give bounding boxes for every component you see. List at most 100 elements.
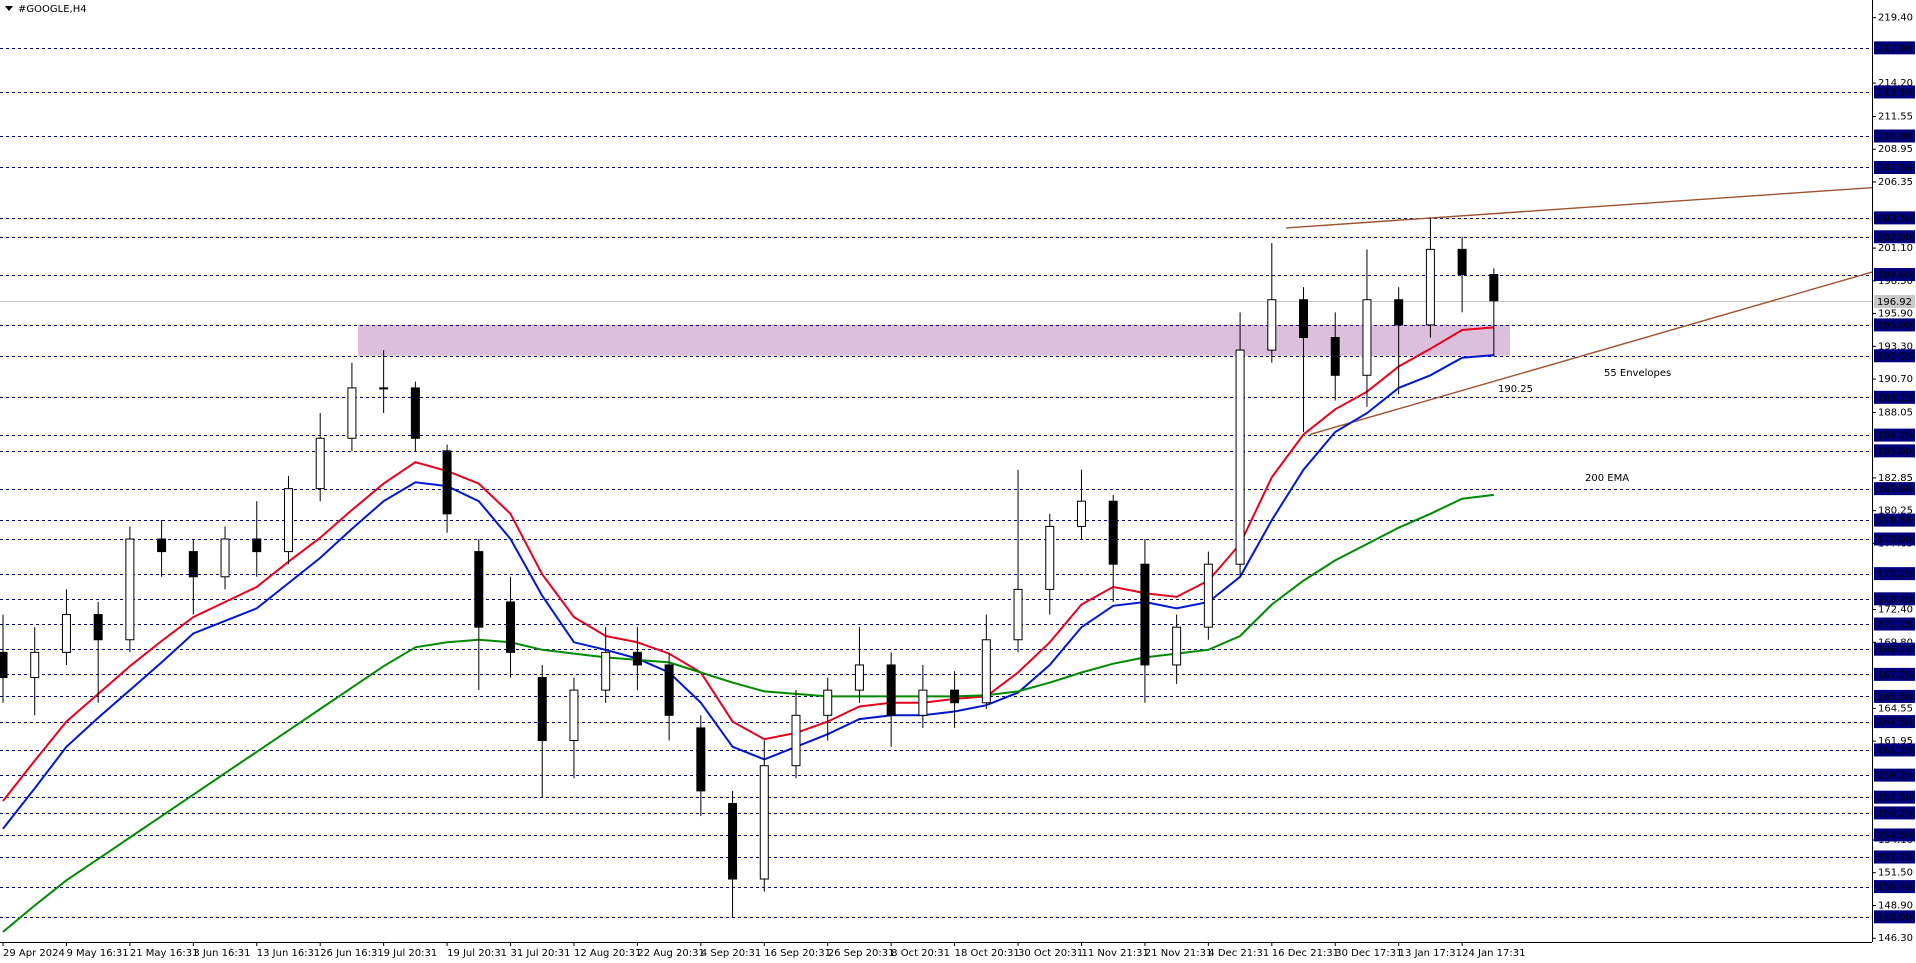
price-label-box [1874,295,1915,308]
y-tick-label: 146.30 [1878,933,1913,944]
candle-body [632,651,642,666]
supply-zone [358,324,1510,356]
level-label: 207.50 [1877,163,1912,174]
x-tick-label: 21 Nov 21:31 [1145,948,1212,959]
candle-body [506,601,516,653]
x-tick-label: 4 Sep 20:31 [701,948,761,959]
level-label-box [1874,318,1915,332]
y-tick-label: 188.05 [1878,407,1913,418]
y-tick-label: 164.55 [1878,703,1913,714]
x-tick-label: 31 Jul 20:31 [511,948,571,959]
annotation: 190.25 [1498,384,1533,395]
candle-body [347,387,357,439]
x-tick-label: 26 Jun 16:31 [320,948,384,959]
x-tick-label: 21 May 16:31 [130,948,199,959]
level-label-box [1874,513,1915,527]
level-label-box [1874,444,1915,458]
trendline [1285,186,1873,229]
price-label: 196.92 [1877,297,1912,308]
candle-body [886,664,896,716]
candle-body [918,689,928,716]
x-tick-label: 18 Oct 20:31 [955,948,1020,959]
level-label-box [1874,41,1915,55]
y-tick-label: 201.10 [1878,243,1913,254]
candle-body [823,689,833,716]
level-label-box [1874,160,1915,174]
x-tick-label: 30 Oct 20:31 [1018,948,1083,959]
level-label: 175.25 [1877,569,1912,580]
level-label: 165.50 [1877,692,1912,703]
level-label: 186.25 [1877,431,1912,442]
level-label-box [1874,567,1915,581]
candle-body [1076,500,1086,527]
level-label-box [1874,390,1915,404]
candle-body [252,538,262,553]
level-label: 210.00 [1877,132,1912,143]
level-label: 178.00 [1877,535,1912,546]
level-label-box [1874,806,1915,820]
candle-body [474,551,484,628]
candle-body [30,651,40,679]
x-tick-label: 8 Oct 20:31 [891,948,950,959]
level-label-box [1874,482,1915,496]
candle-body [950,689,960,704]
level-label-box [1874,592,1915,606]
level-label: 171.25 [1877,620,1912,631]
level-label: 154.50 [1877,830,1912,841]
level-label: 189.25 [1877,393,1912,404]
level-label-box [1874,230,1915,244]
y-tick-label: 193.30 [1878,341,1913,352]
candle-body [1235,349,1245,565]
x-tick-label: 12 Aug 20:31 [574,948,641,959]
y-tick-label: 172.40 [1878,605,1913,616]
y-tick-label: 151.50 [1878,868,1913,879]
level-label-box [1874,532,1915,546]
menu-triangle[interactable] [5,6,13,11]
candle-body [61,614,71,653]
level-label: 192.55 [1877,351,1912,362]
candle-body [537,677,547,742]
level-label-box [1874,642,1915,656]
level-label: 169.25 [1877,645,1912,656]
level-label-box [1874,428,1915,442]
y-tick-label: 206.35 [1878,177,1913,188]
candle-body [759,765,769,880]
candle-body [0,651,8,679]
candle-body [125,538,135,641]
level-label-box [1874,211,1915,225]
x-tick-label: 16 Dec 21:31 [1272,948,1339,959]
y-tick-label: 148.90 [1878,900,1913,911]
x-tick-label: 4 Dec 21:31 [1208,948,1269,959]
candle-body [1045,525,1055,590]
candle-body [315,437,325,490]
x-tick-label: 30 Dec 17:31 [1335,948,1402,959]
candle-body [1172,626,1182,666]
candle-body [1489,274,1499,302]
level-label: 167.25 [1877,670,1912,681]
candle-body [1394,299,1404,326]
level-label: 202.00 [1877,232,1912,243]
candle-body [1330,337,1340,376]
y-tick-label: 195.90 [1878,309,1913,320]
level-label: 199.00 [1877,270,1912,281]
candle-body [1362,299,1372,376]
level-label: 213.50 [1877,87,1912,98]
level-label-box [1874,268,1915,282]
x-tick-label: 9 Jul 20:31 [384,948,438,959]
level-label: 173.25 [1877,594,1912,605]
y-tick-label: 219.40 [1878,13,1913,24]
candle-body [93,614,103,641]
candle-body [1425,248,1435,326]
level-label: 179.50 [1877,516,1912,527]
candle-body [220,538,230,578]
x-tick-label: 9 May 16:31 [66,948,128,959]
x-tick-label: 29 Apr 2024 [3,948,65,959]
x-tick-label: 19 Jul 20:31 [447,948,507,959]
x-tick-label: 3 Jun 16:31 [193,948,250,959]
candle-body [283,488,293,553]
chart-title: #GOOGLE,H4 [18,4,87,15]
candle-body [1457,248,1467,276]
level-label-box [1874,880,1915,894]
